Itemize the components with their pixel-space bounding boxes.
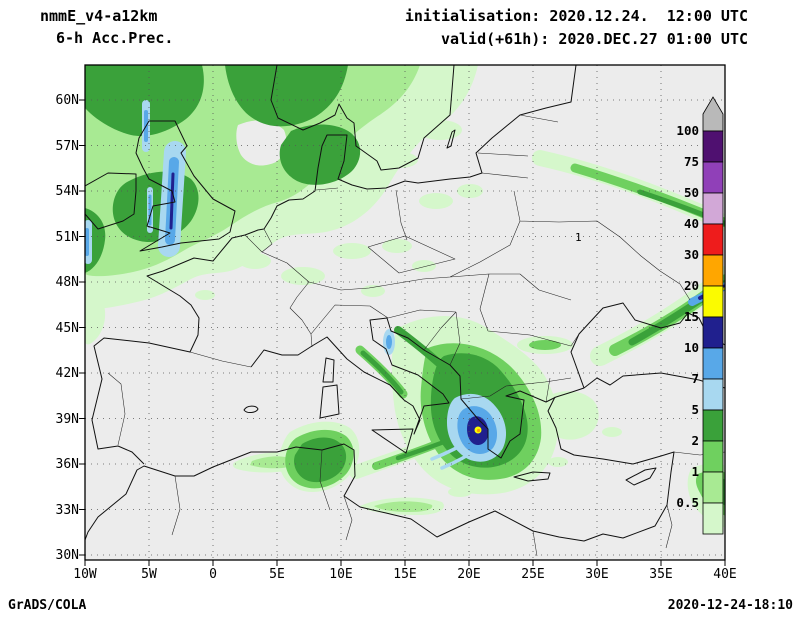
colorbar-label: 10 <box>684 340 699 355</box>
colorbar-label: 30 <box>684 247 699 262</box>
latitude-ticks <box>79 99 85 556</box>
colorbar-segment <box>702 130 724 163</box>
colorbar-segment <box>702 254 724 287</box>
colorbar-segment <box>702 409 724 442</box>
colorbar-label: 15 <box>684 309 699 324</box>
precip-contour <box>529 340 561 350</box>
lon-label: 40E <box>713 567 736 582</box>
colorbar-segment <box>702 161 724 194</box>
colorbar-segment <box>702 347 724 380</box>
colorbar-label: 100 <box>676 123 699 138</box>
colorbar-label: 1 <box>691 464 699 479</box>
lat-label: 45N <box>56 321 79 336</box>
precip-contour <box>281 267 325 285</box>
precip-contour <box>419 193 453 209</box>
precip-contour <box>195 290 215 300</box>
lat-label: 30N <box>56 548 79 563</box>
precip-contour <box>382 152 418 168</box>
precip-contour <box>279 124 361 185</box>
colorbar-segment <box>702 316 724 349</box>
colorbar-segment <box>702 440 724 473</box>
lat-label: 51N <box>56 230 79 245</box>
colorbar-label: 2 <box>691 433 699 448</box>
precip-contour <box>360 350 404 395</box>
precip-contour <box>548 457 568 467</box>
lon-label: 10W <box>73 567 97 582</box>
init-time: initialisation: 2020.12.24. 12:00 UTC <box>405 7 748 25</box>
product-title: 6-h Acc.Prec. <box>56 29 173 47</box>
lon-label: 10E <box>329 567 352 582</box>
lon-label: 5E <box>269 567 285 582</box>
precip-contour <box>352 89 392 111</box>
colorbar-segment <box>702 471 724 504</box>
precip-contour <box>361 285 385 297</box>
lon-label: 25E <box>521 567 544 582</box>
colorbar-label: 20 <box>684 278 699 293</box>
lat-label: 33N <box>56 503 79 518</box>
colorbar-label: 40 <box>684 216 699 231</box>
colorbar-label: 7 <box>691 371 699 386</box>
model-title: nmmE_v4-a12km <box>40 7 157 25</box>
coastline <box>85 65 725 542</box>
lat-label: 42N <box>56 366 79 381</box>
lat-label: 36N <box>56 457 79 472</box>
precip-contour <box>602 427 622 437</box>
colorbar-segment <box>702 223 724 256</box>
colorbar-label: 5 <box>691 402 699 417</box>
precip-contour <box>239 253 271 269</box>
precip-contour <box>476 428 481 433</box>
precip-contour <box>386 335 392 349</box>
lon-label: 15E <box>393 567 416 582</box>
credit-text: GrADS/COLA <box>8 598 86 613</box>
lat-label: 39N <box>56 412 79 427</box>
colorbar-label: 50 <box>684 185 699 200</box>
precip-contour <box>374 501 433 512</box>
lat-label: 48N <box>56 275 79 290</box>
longitude-ticks <box>84 560 726 566</box>
longitude-labels: 10W 5W 0 5E 10E 15E 20E 25E 30E 35E 40E <box>73 567 736 582</box>
lon-label: 30E <box>585 567 608 582</box>
lon-label: 0 <box>209 567 217 582</box>
lon-label: 20E <box>457 567 480 582</box>
lon-label: 5W <box>141 567 157 582</box>
valid-time: valid(+61h): 2020.DEC.27 01:00 UTC <box>441 30 748 48</box>
lon-label: 35E <box>649 567 672 582</box>
precip-contour <box>225 65 348 127</box>
colorbar-segment <box>702 502 724 535</box>
lat-label: 54N <box>56 184 79 199</box>
latitude-labels: 60N 57N 54N 51N 48N 45N 42N 39N 36N 33N … <box>56 93 79 563</box>
colorbar-segment <box>702 192 724 225</box>
colorbar-segment <box>702 285 724 318</box>
lat-label: 57N <box>56 139 79 154</box>
colorbar-label: 75 <box>684 154 699 169</box>
colorbar-segment <box>702 378 724 411</box>
precip-contour <box>394 326 462 385</box>
precip-contour <box>412 260 436 272</box>
precip-contour <box>542 391 599 440</box>
precipitation-layer <box>85 65 725 528</box>
lat-label: 60N <box>56 93 79 108</box>
colorbar: 100 75 50 40 30 20 15 10 7 5 2 1 0.5 <box>676 96 724 535</box>
timestamp-text: 2020-12-24-18:10 <box>668 598 793 613</box>
precip-contour <box>333 243 371 259</box>
precip-contour <box>250 456 295 469</box>
precip-contour <box>382 239 412 253</box>
country-borders <box>107 114 725 557</box>
colorbar-label: 0.5 <box>676 495 699 510</box>
precip-contour <box>169 172 175 230</box>
precip-contour <box>85 296 106 345</box>
contour-annotation: 1 <box>575 231 582 244</box>
